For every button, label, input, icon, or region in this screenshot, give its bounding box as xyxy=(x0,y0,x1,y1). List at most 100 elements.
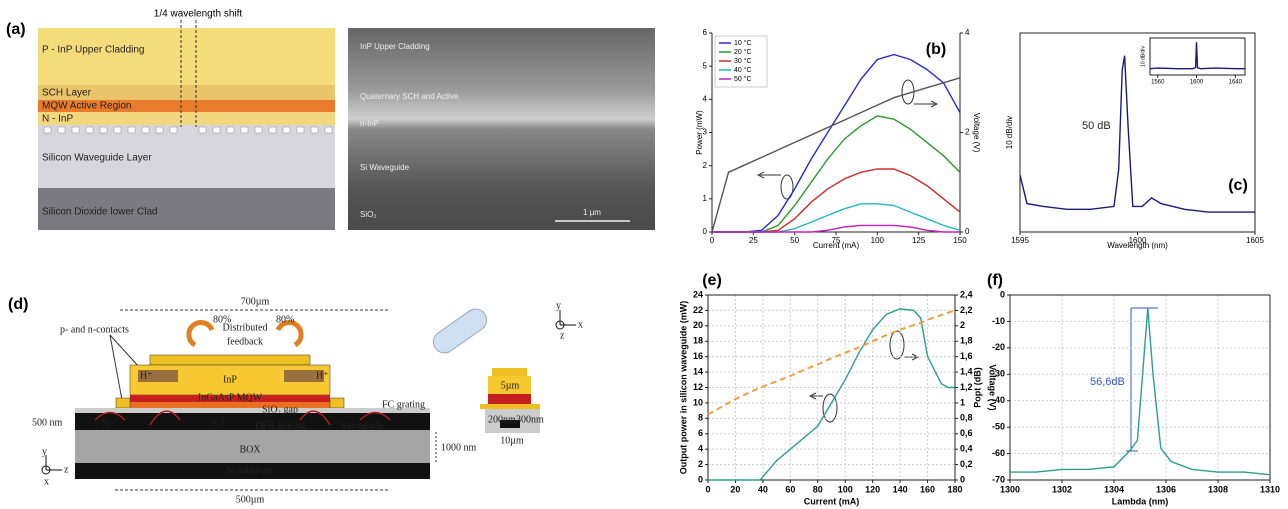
label: Si xyxy=(102,417,111,428)
panel-label: (c) xyxy=(1228,177,1248,194)
y2-tick-label: 2,2 xyxy=(960,305,973,315)
grating xyxy=(43,126,333,134)
legend-label: 50 °C xyxy=(734,75,752,83)
dim-label: 500µm xyxy=(236,494,265,505)
layer xyxy=(38,28,335,85)
contact xyxy=(149,354,311,366)
y-tick-label: 1 xyxy=(703,194,708,203)
layer-label: P - InP Upper Cladding xyxy=(42,45,144,56)
panel-label: (f) xyxy=(987,272,1003,289)
box xyxy=(75,430,430,463)
y2-tick-label: 0,8 xyxy=(960,413,973,423)
y-tick-label: 2 xyxy=(703,161,708,170)
annotation: 50 dB xyxy=(1082,120,1111,132)
shift-note: 1/4 wavelength shift xyxy=(154,9,243,20)
x-tick-label: 60 xyxy=(785,484,795,494)
y-axis-label: 10 dB/div xyxy=(1140,46,1146,67)
label: 80% xyxy=(213,314,231,325)
label: 1000 nm xyxy=(441,442,477,453)
series-line xyxy=(711,77,961,233)
x-tick-label: 120 xyxy=(865,484,880,494)
y2-tick-label: 0 xyxy=(965,227,970,236)
label: Distributed xyxy=(223,322,268,333)
axis-label: z xyxy=(560,330,565,341)
x-tick-label: 1308 xyxy=(1208,484,1228,494)
label: 10µm xyxy=(500,435,524,446)
y2-tick-label: 2,4 xyxy=(960,289,973,299)
legend-label: 30 °C xyxy=(734,57,752,65)
contact xyxy=(115,397,131,409)
series-line xyxy=(1010,308,1271,476)
x-tick-label: 20 xyxy=(730,484,740,494)
sem-label: InP Upper Cladding xyxy=(360,42,430,51)
series-line xyxy=(1149,42,1245,70)
x-axis-label: Wavelength (nm) xyxy=(1107,241,1168,250)
y-tick-label: 22 xyxy=(693,305,703,315)
contact xyxy=(329,397,345,409)
x-tick-label: 1605 xyxy=(1246,236,1264,245)
x-tick-label: 180 xyxy=(947,484,962,494)
y-tick-label: 18 xyxy=(693,336,703,346)
x-tick-label: 50 xyxy=(790,236,799,245)
y-tick-label: 6 xyxy=(698,428,703,438)
x-tick-label: 140 xyxy=(893,484,908,494)
dim-label: 700µm xyxy=(241,296,270,307)
x-tick-label: 1560 xyxy=(1151,80,1165,86)
label: Si substrate xyxy=(227,465,274,476)
label: H⁺ xyxy=(316,370,329,381)
implant xyxy=(284,370,324,382)
axis-label: z xyxy=(64,464,69,475)
inp xyxy=(488,376,531,394)
label: 500 nm xyxy=(32,417,63,428)
y-axis-label: Popt (dB) xyxy=(972,367,982,408)
layer xyxy=(38,100,335,112)
y-tick-label: 3 xyxy=(703,128,708,137)
series-line xyxy=(712,168,961,233)
y2-axis-label: Voltage (V) xyxy=(972,113,981,153)
x-tick-label: 1306 xyxy=(1156,484,1176,494)
x-tick-label: 75 xyxy=(832,236,841,245)
y-axis-label: Output power in silicon waveguide (mW) xyxy=(678,301,688,475)
x-tick-label: 125 xyxy=(912,236,926,245)
panel-d: (d) 700µm p- and n-contacts Distributed … xyxy=(8,296,583,505)
y2-tick-label: 1 xyxy=(960,397,965,407)
contact xyxy=(480,404,540,409)
y-tick-label: -50 xyxy=(992,422,1005,432)
y2-tick-label: 4 xyxy=(965,28,970,37)
x-tick-label: 150 xyxy=(953,236,967,245)
arrow xyxy=(186,320,215,348)
legend-label: 40 °C xyxy=(734,66,752,74)
rib xyxy=(500,420,520,428)
y-tick-label: 14 xyxy=(693,366,703,376)
gap xyxy=(75,408,430,413)
contact xyxy=(492,368,527,376)
mqw xyxy=(130,395,330,402)
x-tick-label: 1310 xyxy=(1260,484,1280,494)
y-tick-label: -40 xyxy=(992,395,1005,405)
y2-tick-label: 0,4 xyxy=(960,444,973,454)
y-axis-label: Power (mW) xyxy=(695,110,704,155)
axis-label: y xyxy=(556,300,561,311)
y-tick-label: 20 xyxy=(693,320,703,330)
sem-label: n-InP xyxy=(360,119,379,128)
x-axis-label: Current (mA) xyxy=(813,241,860,250)
y2-tick-label: 2 xyxy=(965,128,970,137)
y-tick-label: -30 xyxy=(992,369,1005,379)
sem-label: SiO₂ xyxy=(360,210,376,219)
sem-label: Si Waveguide xyxy=(360,163,410,172)
mode-arcs xyxy=(94,410,391,426)
axis-label: y xyxy=(42,446,47,457)
annotations-b xyxy=(756,79,939,200)
x-tick-label: 100 xyxy=(838,484,853,494)
x-tick-label: 40 xyxy=(758,484,768,494)
panel-label: (a) xyxy=(6,21,26,38)
series-line xyxy=(712,115,961,233)
legend-label: 20 °C xyxy=(734,48,752,56)
y-tick-label: 0 xyxy=(698,474,703,484)
layer xyxy=(130,402,330,408)
label: p- and n-contacts xyxy=(60,324,129,335)
fiber xyxy=(432,308,488,354)
label: 200nm xyxy=(488,414,516,425)
label: 80% xyxy=(276,314,294,325)
